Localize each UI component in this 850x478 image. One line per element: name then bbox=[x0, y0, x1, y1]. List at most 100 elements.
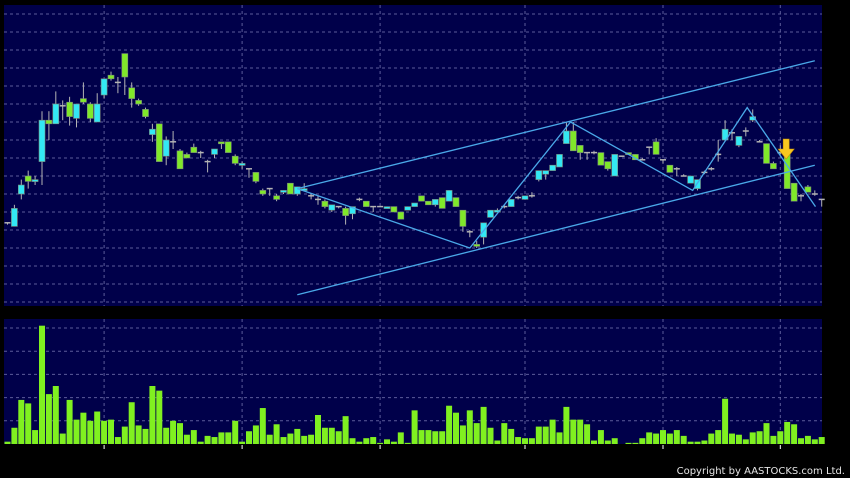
volume-bar bbox=[246, 431, 252, 444]
volume-bar bbox=[370, 437, 377, 444]
volume-bar bbox=[356, 441, 363, 444]
candle-body-up bbox=[93, 103, 101, 123]
candle bbox=[390, 206, 398, 213]
candle bbox=[190, 143, 198, 153]
candle bbox=[315, 195, 321, 205]
candle bbox=[273, 194, 280, 202]
volume-bar bbox=[749, 432, 756, 444]
candle bbox=[515, 195, 522, 200]
candle-body-down bbox=[183, 154, 191, 159]
volume-bar bbox=[798, 438, 804, 444]
volume-bar bbox=[52, 386, 59, 444]
volume-bar bbox=[287, 433, 294, 444]
candle-body-down bbox=[390, 206, 398, 213]
volume-bar bbox=[494, 440, 501, 444]
volume-bar bbox=[39, 325, 45, 444]
candle-body-up bbox=[38, 119, 46, 162]
candle bbox=[73, 103, 80, 128]
candle bbox=[45, 111, 53, 140]
candle bbox=[459, 209, 467, 232]
volume-bar bbox=[101, 420, 108, 444]
candle bbox=[349, 206, 356, 220]
candle bbox=[52, 91, 60, 125]
candle bbox=[231, 154, 239, 166]
candle bbox=[183, 152, 191, 159]
volume-bar bbox=[232, 420, 239, 444]
candle bbox=[252, 172, 260, 184]
volume-bar bbox=[653, 433, 660, 444]
candle bbox=[11, 204, 18, 227]
candle-body-up bbox=[280, 190, 287, 193]
volume-bar bbox=[591, 440, 597, 444]
volume-bar bbox=[528, 438, 535, 444]
candle bbox=[342, 206, 349, 225]
copyright-text: Copyright by AASTOCKS.com Ltd. bbox=[677, 466, 845, 477]
volume-bar bbox=[687, 441, 694, 444]
candle-body-down bbox=[24, 175, 32, 182]
candle bbox=[604, 161, 612, 171]
candle-body-down bbox=[80, 98, 87, 103]
volume-bar bbox=[570, 419, 577, 444]
volume-bar bbox=[446, 405, 453, 444]
candle bbox=[452, 197, 460, 207]
candle bbox=[197, 150, 204, 158]
candle bbox=[487, 209, 494, 218]
volume-bar bbox=[45, 394, 52, 444]
candle bbox=[156, 123, 163, 162]
candle bbox=[170, 131, 177, 149]
volume-bar bbox=[18, 399, 25, 444]
candle-body-down bbox=[604, 161, 612, 170]
volume-bar bbox=[735, 434, 742, 444]
volume-bar bbox=[225, 432, 232, 444]
candle-body-down bbox=[190, 146, 198, 153]
candle bbox=[362, 200, 370, 207]
candle bbox=[38, 111, 46, 185]
candle-body-down bbox=[438, 197, 446, 209]
candle-body-down bbox=[342, 208, 349, 216]
candle bbox=[528, 192, 535, 198]
candle bbox=[59, 100, 66, 121]
volume-bar bbox=[660, 430, 666, 444]
candle bbox=[680, 174, 687, 177]
volume-bar bbox=[473, 423, 480, 444]
candle-body-up bbox=[542, 170, 550, 175]
candle-body-down bbox=[362, 200, 370, 207]
candle-body-down bbox=[259, 190, 267, 195]
candle-body-down bbox=[231, 155, 239, 164]
volume-bar bbox=[694, 441, 701, 444]
candle-body-down bbox=[273, 195, 280, 200]
candle bbox=[114, 77, 121, 94]
candle bbox=[66, 96, 73, 126]
candle bbox=[666, 164, 674, 173]
candle bbox=[280, 190, 287, 194]
volume-bar bbox=[204, 435, 211, 444]
volume-bar bbox=[756, 431, 763, 444]
candle-body-down bbox=[597, 152, 605, 166]
volume-bar bbox=[818, 437, 825, 444]
candle-body-down bbox=[121, 53, 129, 78]
volume-bar bbox=[549, 419, 556, 444]
volume-bar bbox=[266, 434, 273, 444]
volume-bar bbox=[211, 437, 218, 444]
volume-bar bbox=[480, 406, 487, 444]
candle-body-down bbox=[473, 244, 481, 247]
volume-bar bbox=[149, 386, 156, 444]
candle-body-up bbox=[238, 163, 246, 166]
candle bbox=[80, 82, 87, 104]
candle bbox=[211, 148, 218, 158]
candle bbox=[107, 71, 115, 81]
volume-bar bbox=[218, 432, 225, 444]
volume-bar bbox=[535, 426, 542, 444]
volume-bar bbox=[390, 441, 397, 444]
candle-body-up bbox=[31, 179, 39, 182]
candle bbox=[308, 194, 315, 200]
volume-bars bbox=[4, 325, 825, 444]
candle bbox=[225, 141, 232, 153]
annotations bbox=[777, 138, 795, 160]
candle bbox=[135, 98, 142, 106]
volume-bar bbox=[377, 442, 384, 444]
volume-bar bbox=[80, 412, 87, 444]
volume-bar bbox=[94, 411, 101, 444]
candle-body-up bbox=[383, 206, 391, 209]
candle bbox=[411, 202, 418, 207]
